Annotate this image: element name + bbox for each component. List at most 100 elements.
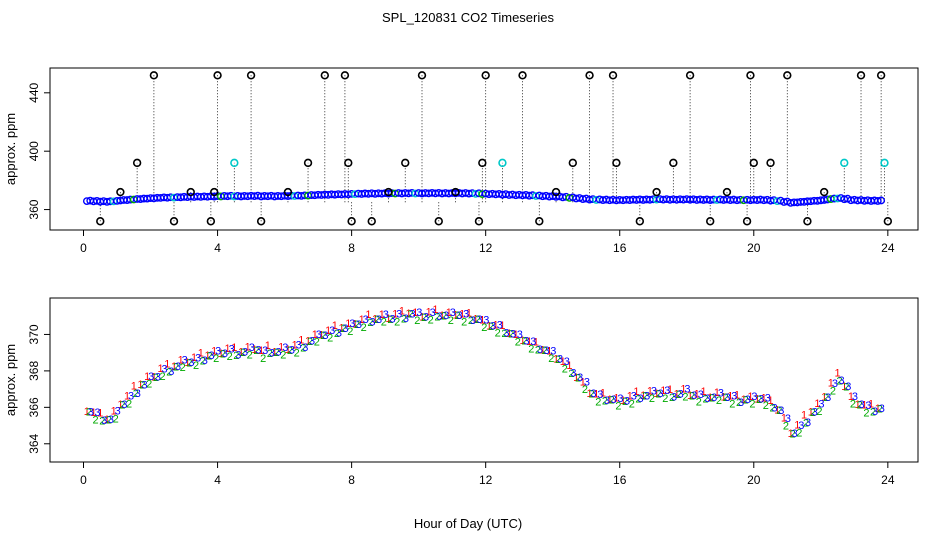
data-point-3: 3 — [872, 406, 878, 418]
data-point-3: 3 — [296, 340, 302, 352]
data-point-2: 2 — [682, 391, 688, 403]
data-point-2: 2 — [220, 348, 226, 360]
outlier-point — [213, 71, 222, 80]
data-point-2: 2 — [535, 344, 541, 356]
data-point-3: 3 — [115, 406, 121, 418]
top-y-axis: 360 400 440 — [27, 82, 50, 220]
outlier-point — [340, 71, 350, 80]
data-point — [873, 197, 882, 205]
data-point-3: 3 — [222, 348, 228, 360]
data-point-2: 2 — [837, 375, 843, 387]
data-point-2: 2 — [870, 406, 876, 418]
data-point-3: 3 — [745, 394, 751, 406]
x-tick-label: 0 — [80, 473, 87, 487]
data-point-3: 3 — [101, 415, 107, 427]
data-point-1: 1 — [814, 398, 820, 410]
data-point-2: 2 — [542, 345, 548, 357]
x-tick-label: 0 — [80, 241, 87, 255]
data-point-3: 3 — [698, 389, 704, 401]
data-point-2: 2 — [508, 329, 514, 341]
data-point-3: 3 — [658, 388, 664, 400]
data-point-1: 1 — [332, 320, 338, 332]
outlier-point — [478, 158, 487, 168]
data-point-1: 1 — [292, 339, 298, 351]
data-point-3: 3 — [403, 313, 409, 325]
data-point-3: 3 — [617, 393, 623, 405]
data-point-2: 2 — [387, 314, 393, 326]
x-tick-label: 24 — [881, 241, 895, 255]
data-point-3: 3 — [624, 395, 630, 407]
data-point-3: 3 — [537, 344, 543, 356]
data-point-2: 2 — [696, 397, 702, 409]
data-point-2: 2 — [783, 421, 789, 433]
data-point-2: 2 — [166, 366, 172, 378]
x-tick-label: 12 — [479, 241, 493, 255]
data-point-2: 2 — [790, 429, 796, 441]
data-point-2: 2 — [495, 327, 501, 339]
data-point-3: 3 — [463, 309, 469, 321]
data-point-2: 2 — [180, 362, 186, 374]
data-point-1: 1 — [761, 392, 767, 404]
data-point-1: 1 — [533, 337, 539, 349]
data-point-2: 2 — [649, 393, 655, 405]
outlier-point — [749, 158, 758, 168]
data-point-1: 1 — [379, 309, 385, 321]
data-point-1: 1 — [459, 308, 465, 320]
x-tick-label: 20 — [747, 473, 761, 487]
data-point-3: 3 — [792, 428, 798, 440]
data-point-1: 1 — [868, 399, 874, 411]
x-tick-label: 8 — [348, 473, 355, 487]
outlier-point — [722, 187, 732, 197]
data-point-2: 2 — [99, 415, 105, 427]
data-point-2: 2 — [267, 348, 273, 360]
data-point-1: 1 — [385, 313, 391, 325]
data-point-1: 1 — [647, 385, 653, 397]
data-point-1: 1 — [821, 392, 827, 404]
data-point-2: 2 — [481, 322, 487, 334]
data-point-1: 1 — [734, 389, 740, 401]
data-point-1: 1 — [191, 352, 197, 364]
data-point-3: 3 — [859, 399, 865, 411]
data-point-3: 3 — [322, 330, 328, 342]
data-point-2: 2 — [629, 398, 635, 410]
data-point-3: 3 — [363, 314, 369, 326]
data-point-2: 2 — [240, 347, 246, 359]
data-point-3: 3 — [356, 319, 362, 331]
data-point-2: 2 — [206, 351, 212, 363]
bottom-x-axis: 0 4 8 12 16 20 24 — [80, 462, 895, 487]
data-point-1: 1 — [727, 390, 733, 402]
data-point-3: 3 — [369, 317, 375, 329]
data-point-3: 3 — [517, 329, 523, 341]
outlier-point — [880, 158, 889, 168]
data-point-2: 2 — [609, 394, 615, 406]
data-point-3: 3 — [845, 381, 851, 393]
data-point-1: 1 — [178, 354, 184, 366]
data-point-2: 2 — [816, 406, 822, 418]
data-point-2: 2 — [260, 353, 266, 365]
data-point-2: 2 — [414, 315, 420, 327]
data-point-2: 2 — [314, 337, 320, 349]
data-point-3: 3 — [544, 345, 550, 357]
data-point-1: 1 — [144, 371, 150, 383]
top-plot-frame — [49, 67, 919, 231]
data-point-3: 3 — [95, 407, 101, 419]
x-tick-label: 8 — [348, 241, 355, 255]
outlier-point — [401, 158, 410, 168]
data-point-2: 2 — [408, 309, 414, 321]
outlier-point — [186, 187, 195, 197]
data-point-1: 1 — [473, 314, 479, 326]
data-point-3: 3 — [289, 344, 295, 356]
outlier-point — [384, 187, 393, 197]
chart-title: SPL_120831 CO2 Timeseries — [382, 10, 554, 25]
data-point-2: 2 — [501, 328, 507, 340]
data-point-1: 1 — [131, 380, 137, 392]
data-point-1: 1 — [265, 340, 271, 352]
outlier-point — [116, 187, 125, 197]
data-point-3: 3 — [839, 375, 845, 387]
data-point-3: 3 — [497, 320, 503, 332]
data-point-1: 1 — [680, 384, 686, 396]
data-point-2: 2 — [830, 386, 836, 398]
data-point-3: 3 — [825, 392, 831, 404]
y-tick-label: 370 — [27, 324, 41, 344]
x-tick-label: 20 — [747, 241, 761, 255]
